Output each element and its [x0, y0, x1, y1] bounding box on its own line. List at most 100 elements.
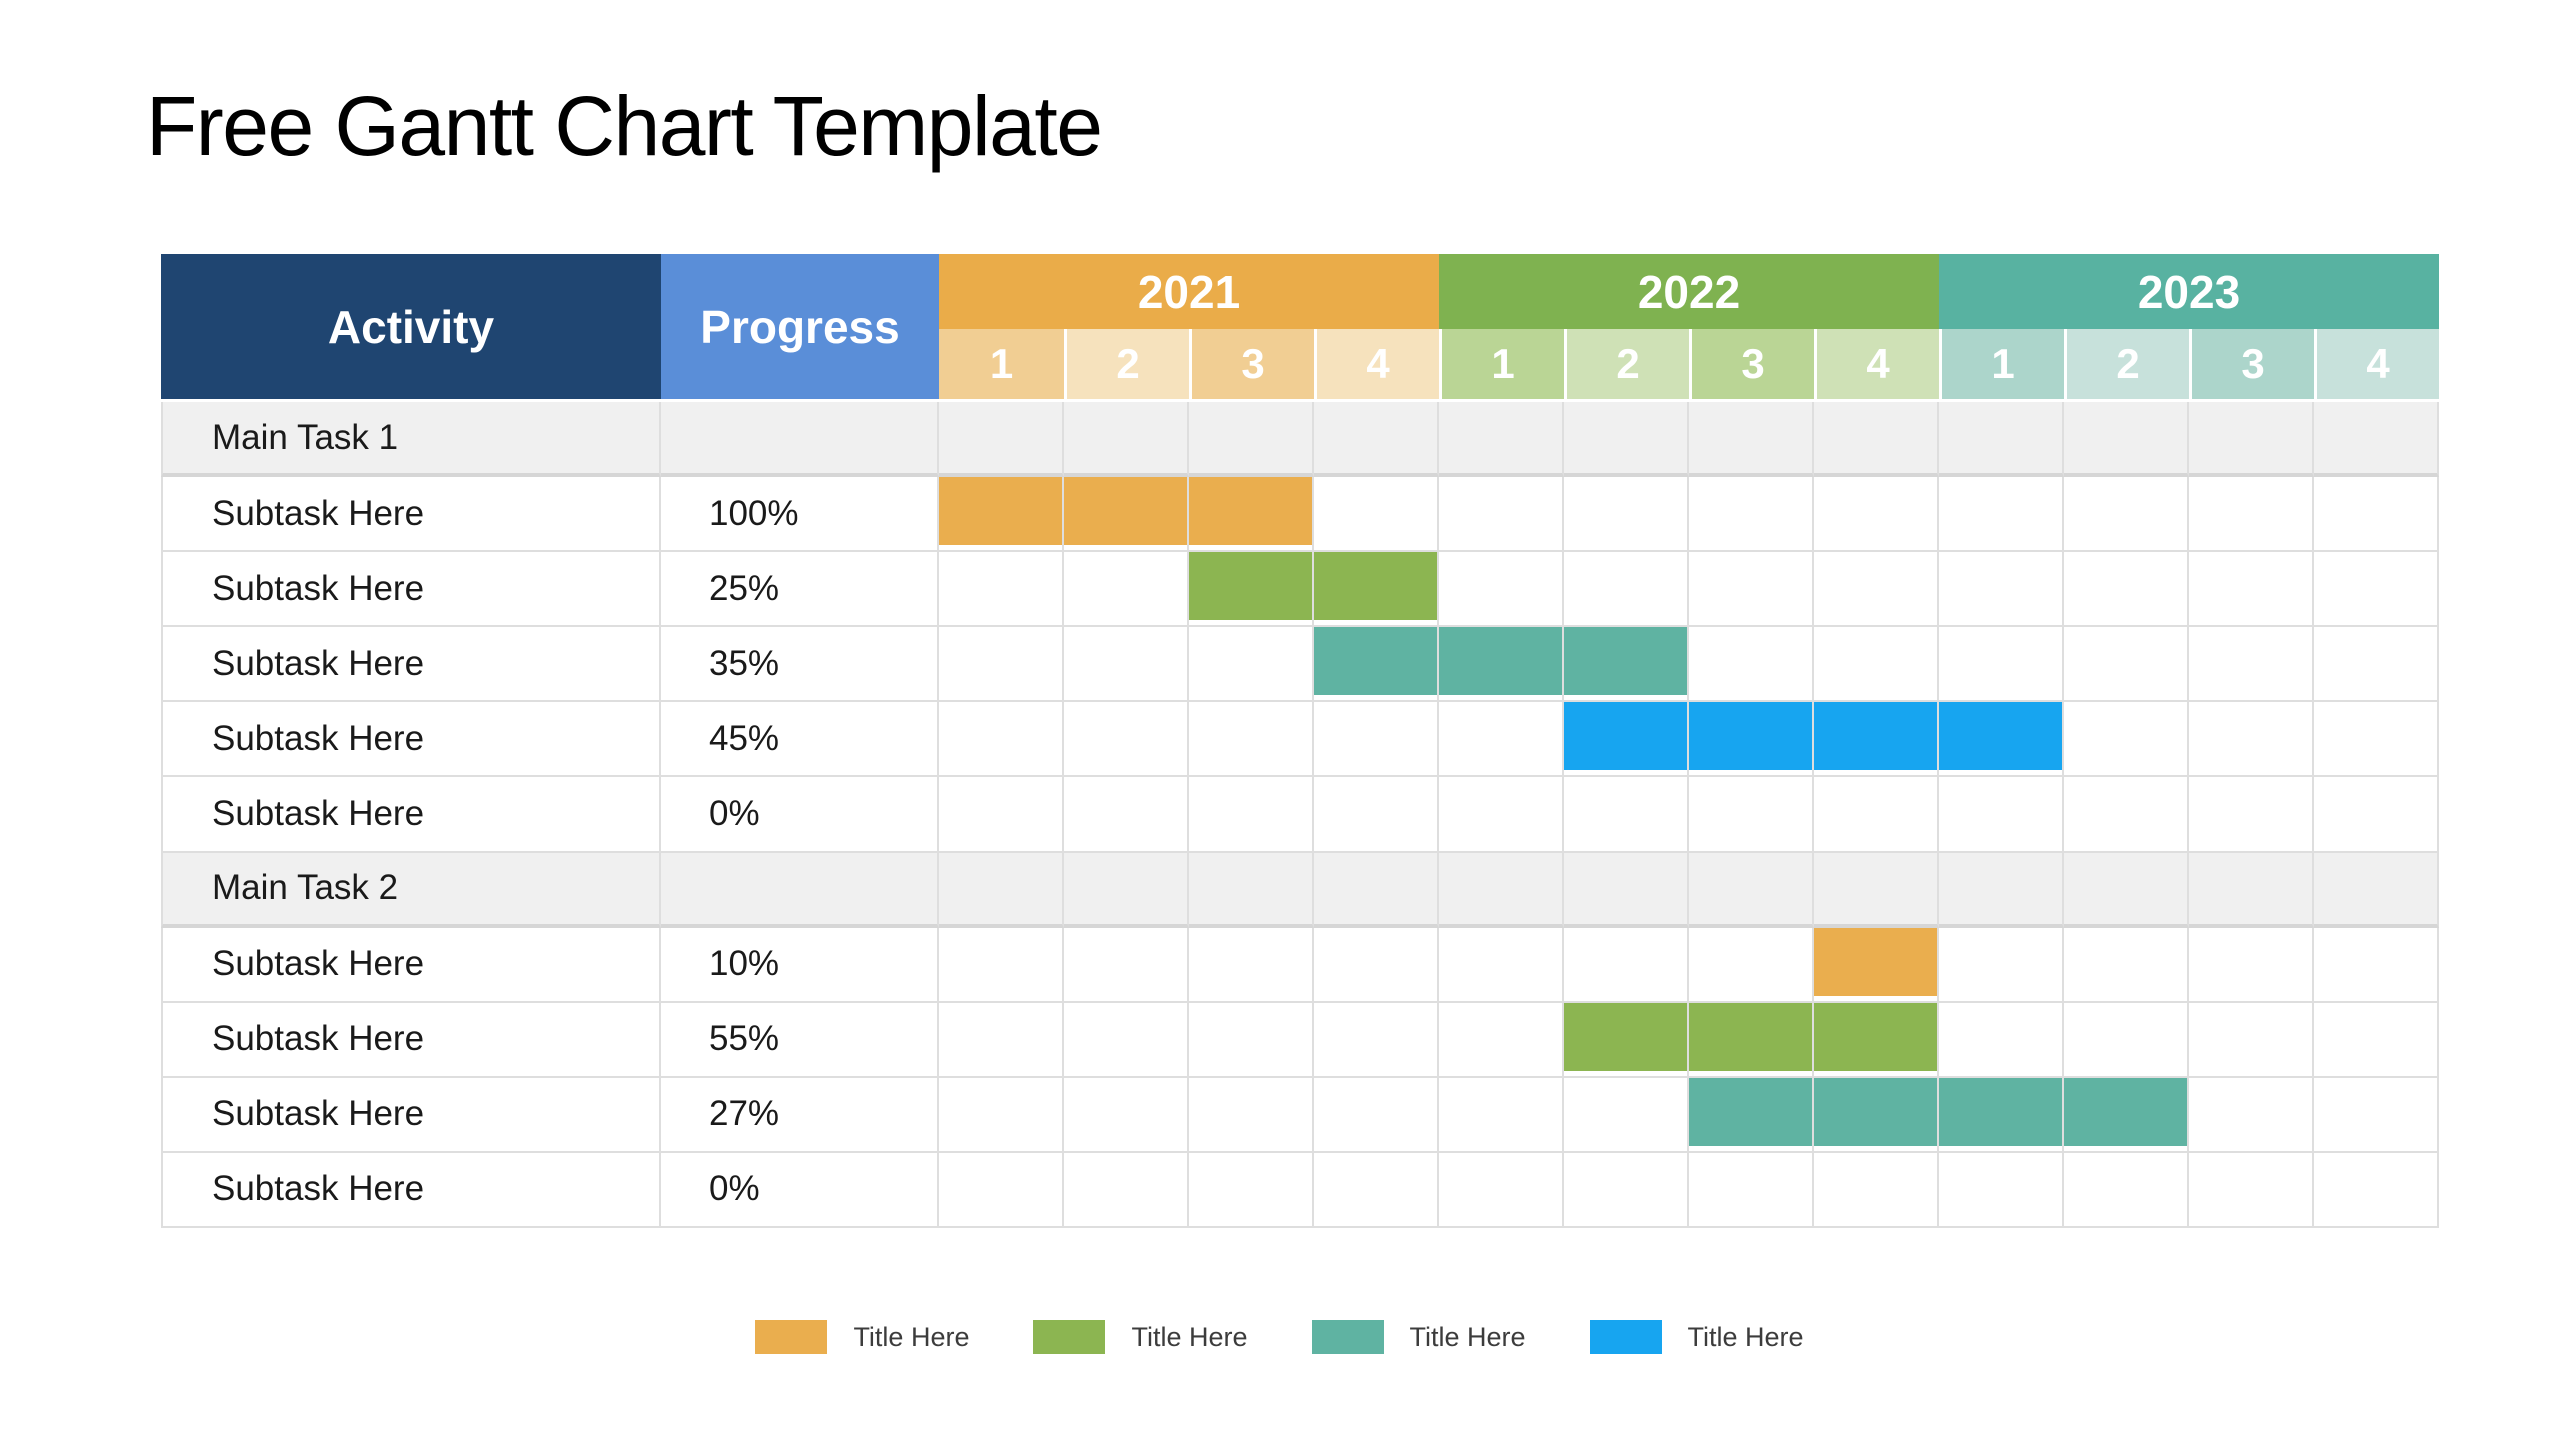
quarter-cell [1439, 477, 1564, 553]
gantt-bar-segment [1814, 927, 1937, 996]
quarter-cell [1564, 1077, 1689, 1153]
gantt-bar-segment [1814, 1002, 1937, 1071]
quarter-cell [1064, 777, 1189, 853]
quarter-cell [1689, 852, 1814, 928]
quarter-cell [2189, 927, 2314, 1003]
quarter-cell [1189, 627, 1314, 703]
progress-cell: 0% [661, 1152, 939, 1229]
quarter-cell [1564, 477, 1689, 553]
quarter-cell [1939, 702, 2064, 778]
quarter-cell [1814, 477, 1939, 553]
progress-cell: 27% [661, 1077, 939, 1153]
quarter-cell [1189, 1077, 1314, 1153]
quarter-cell [1439, 1152, 1564, 1229]
activity-cell: Subtask Here [161, 702, 661, 778]
quarter-cell [939, 927, 1064, 1003]
quarter-cell [2189, 852, 2314, 928]
activity-header-cell: Activity [161, 254, 661, 402]
progress-cell: 10% [661, 927, 939, 1003]
legend-swatch [1033, 1320, 1106, 1354]
quarter-cell [1439, 777, 1564, 853]
quarter-cell [1064, 552, 1189, 628]
legend-swatch [1311, 1320, 1384, 1354]
quarter-cell [1564, 552, 1689, 628]
quarter-cell [2314, 627, 2439, 703]
quarter-cell [1064, 1002, 1189, 1078]
quarter-cell [1439, 702, 1564, 778]
quarter-cell [1689, 1002, 1814, 1078]
quarter-cell [2064, 702, 2189, 778]
year-header-cell: 2022 [1439, 254, 1939, 329]
progress-cell: 55% [661, 1002, 939, 1078]
quarter-cell [2189, 1002, 2314, 1078]
gantt-bar-segment [1814, 1077, 1937, 1146]
quarter-cell [2064, 1002, 2189, 1078]
quarter-cell [1564, 1152, 1689, 1229]
quarter-cell [1189, 402, 1314, 478]
quarter-cell [1564, 402, 1689, 478]
year-header-cell: 2023 [1939, 254, 2439, 329]
quarter-cell [2189, 402, 2314, 478]
quarter-header-cell: 3 [2189, 329, 2314, 402]
quarter-cell [939, 702, 1064, 778]
quarter-cell [1439, 927, 1564, 1003]
quarter-cell [2314, 1077, 2439, 1153]
quarter-cell [1814, 1152, 1939, 1229]
quarter-cell [1689, 927, 1814, 1003]
quarter-cell [2314, 702, 2439, 778]
quarter-cell [1189, 777, 1314, 853]
quarter-cell [1689, 402, 1814, 478]
quarter-cell [1564, 627, 1689, 703]
legend-item: Title Here [1033, 1320, 1248, 1354]
quarter-cell [1689, 552, 1814, 628]
quarter-cell [2064, 927, 2189, 1003]
legend-label: Title Here [1687, 1321, 1804, 1352]
quarter-cell [2064, 852, 2189, 928]
quarter-cell [2314, 402, 2439, 478]
quarter-header-cell: 2 [1064, 329, 1189, 402]
quarter-cell [939, 552, 1064, 628]
quarter-cell [1939, 627, 2064, 703]
gantt-bar-segment [1564, 1002, 1687, 1071]
quarter-cell [1314, 852, 1439, 928]
quarter-cell [2189, 777, 2314, 853]
gantt-bar-segment [1439, 627, 1562, 696]
legend-label: Title Here [1409, 1321, 1526, 1352]
activity-cell: Subtask Here [161, 1077, 661, 1153]
quarter-cell [1939, 1152, 2064, 1229]
legend-label: Title Here [853, 1321, 970, 1352]
gantt-bar-segment [1314, 627, 1437, 696]
year-header-cell: 2021 [939, 254, 1439, 329]
quarter-header-cell: 3 [1689, 329, 1814, 402]
quarter-cell [1064, 1152, 1189, 1229]
quarter-cell [1314, 1077, 1439, 1153]
activity-cell: Subtask Here [161, 927, 661, 1003]
gantt-bar-segment [1689, 1077, 1812, 1146]
quarter-cell [1439, 402, 1564, 478]
progress-cell: 0% [661, 777, 939, 853]
quarter-cell [2189, 1077, 2314, 1153]
progress-cell: 35% [661, 627, 939, 703]
quarter-cell [1064, 852, 1189, 928]
quarter-cell [1064, 402, 1189, 478]
quarter-header-cell: 4 [2314, 329, 2439, 402]
gantt-bar-segment [1564, 702, 1687, 771]
gantt-bar-segment [1689, 702, 1812, 771]
quarter-cell [1939, 1077, 2064, 1153]
quarter-header-cell: 4 [1814, 329, 1939, 402]
quarter-cell [1814, 552, 1939, 628]
quarter-cell [2064, 777, 2189, 853]
quarter-cell [2314, 1002, 2439, 1078]
quarter-cell [1814, 1077, 1939, 1153]
progress-cell: 100% [661, 477, 939, 553]
quarter-cell [2064, 402, 2189, 478]
quarter-cell [1814, 1002, 1939, 1078]
quarter-cell [1439, 552, 1564, 628]
legend-item: Title Here [1589, 1320, 1804, 1354]
gantt-bar-segment [2064, 1077, 2187, 1146]
legend: Title Here Title Here Title Here Title Here [0, 1320, 2559, 1354]
quarter-cell [939, 477, 1064, 553]
quarter-cell [1314, 927, 1439, 1003]
quarter-cell [1189, 852, 1314, 928]
quarter-cell [1314, 552, 1439, 628]
